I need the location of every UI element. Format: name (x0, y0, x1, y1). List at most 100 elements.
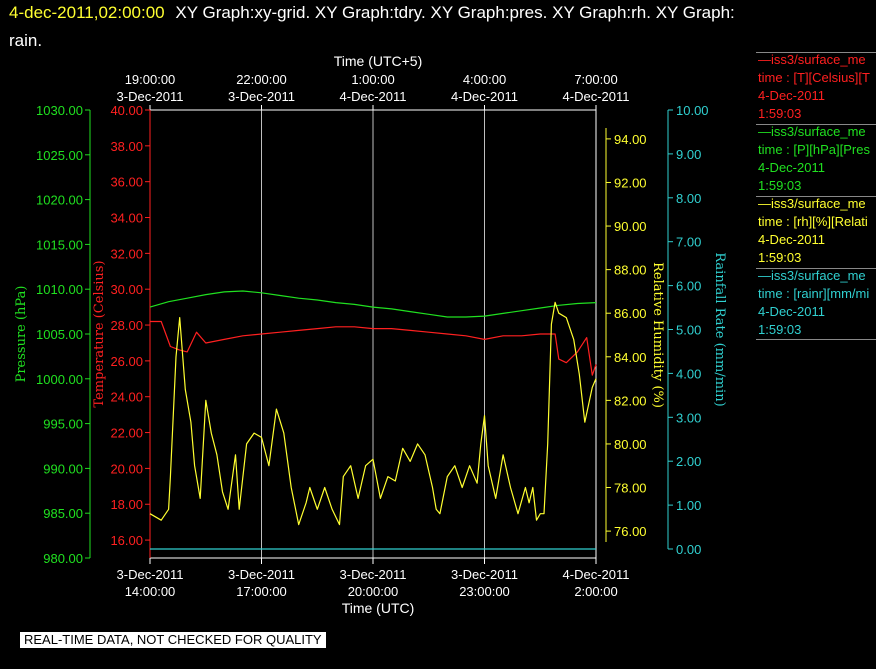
legend-entry-temperature: —iss3/surface_me time : [T][Celsius][T 4… (756, 52, 876, 124)
x-top-tick-label: 3-Dec-2011 (117, 89, 184, 104)
temperature-tick-label: 26.00 (110, 354, 143, 369)
pressure-axis-label: Pressure (hPa) (14, 286, 29, 383)
x-top-tick-label: 7:00:00 (574, 72, 617, 87)
x-tick-label: 20:00:00 (348, 584, 399, 599)
temperature-tick-label: 22.00 (110, 426, 143, 441)
legend-variable: time : [rh][%][Relati (758, 214, 868, 229)
x-tick-label: 14:00:00 (125, 584, 176, 599)
humidity-tick-label: 76.00 (614, 524, 647, 539)
legend-entry-pressure: —iss3/surface_me time : [P][hPa][Pres 4-… (756, 124, 876, 196)
legend-variable: time : [P][hPa][Pres (758, 142, 870, 157)
header-titles: XY Graph:xy-grid. XY Graph:tdry. XY Grap… (175, 3, 735, 22)
quality-notice: REAL-TIME DATA, NOT CHECKED FOR QUALITY (20, 632, 326, 648)
legend-title: iss3/surface_me (771, 268, 866, 283)
pressure-tick-label: 985.00 (43, 506, 83, 521)
x-tick-label: 3-Dec-2011 (340, 567, 407, 582)
x-top-tick-label: 19:00:00 (125, 72, 176, 87)
humidity-tick-label: 88.00 (614, 263, 647, 278)
pressure-tick-label: 980.00 (43, 551, 83, 566)
legend-variable: time : [T][Celsius][T (758, 70, 870, 85)
legend-time: 1:59:03 (758, 250, 802, 265)
rainfall-axis-label: Rainfall Rate (mm/min) (712, 252, 727, 406)
humidity-tick-label: 92.00 (614, 175, 647, 190)
series-line-pressure (149, 290, 597, 318)
legend-time: 1:59:03 (758, 106, 802, 121)
temperature-tick-label: 32.00 (110, 246, 143, 261)
x-tick-label: 23:00:00 (459, 584, 510, 599)
series-line-humidity (149, 301, 597, 526)
rainfall-tick-label: 7.00 (676, 235, 701, 250)
pressure-tick-label: 1010.00 (36, 282, 83, 297)
legend-entry-humidity: —iss3/surface_me time : [rh][%][Relati 4… (756, 196, 876, 268)
rainfall-tick-label: 4.00 (676, 366, 701, 381)
x-tick-label: 3-Dec-2011 (117, 567, 184, 582)
legend-time: 1:59:03 (758, 322, 802, 337)
x-top-tick-label: 4:00:00 (463, 72, 506, 87)
x-top-tick-label: 4-Dec-2011 (451, 89, 518, 104)
legend-time: 1:59:03 (758, 178, 802, 193)
x-tick-label: 2:00:00 (574, 584, 617, 599)
rainfall-tick-label: 6.00 (676, 279, 701, 294)
x-top-tick-label: 22:00:00 (236, 72, 287, 87)
humidity-tick-label: 80.00 (614, 437, 647, 452)
legend-entry-rainfall: —iss3/surface_me time : [rainr][mm/mi 4-… (756, 268, 876, 340)
temperature-tick-label: 30.00 (110, 282, 143, 297)
pressure-tick-label: 1025.00 (36, 148, 83, 163)
x-tick-label: 3-Dec-2011 (228, 567, 295, 582)
series-line-temperature (150, 320, 597, 376)
x-top-tick-label: 3-Dec-2011 (228, 89, 295, 104)
x-axis-label: Time (UTC) (342, 600, 415, 616)
rainfall-tick-label: 9.00 (676, 147, 701, 162)
header-timestamp: 4-dec-2011,02:00:00 (9, 3, 165, 22)
legend-date: 4-Dec-2011 (758, 232, 825, 247)
x-tick-label: 17:00:00 (236, 584, 287, 599)
x-tick-label: 3-Dec-2011 (451, 567, 518, 582)
pressure-tick-label: 990.00 (43, 461, 83, 476)
legend-title: iss3/surface_me (771, 196, 866, 211)
humidity-tick-label: 84.00 (614, 350, 647, 365)
pressure-tick-label: 1005.00 (36, 327, 83, 342)
x-tick-label: 4-Dec-2011 (563, 567, 630, 582)
x-top-tick-label: 1:00:00 (351, 72, 394, 87)
humidity-tick-label: 94.00 (614, 132, 647, 147)
legend-date: 4-Dec-2011 (758, 304, 825, 319)
pressure-tick-label: 995.00 (43, 417, 83, 432)
temperature-tick-label: 40.00 (110, 103, 143, 118)
temperature-tick-label: 38.00 (110, 139, 143, 154)
legend-title: iss3/surface_me (771, 52, 866, 67)
rainfall-tick-label: 3.00 (676, 410, 701, 425)
temperature-axis-label: Temperature (Celsius) (92, 260, 107, 407)
rainfall-tick-label: 1.00 (676, 498, 701, 513)
pressure-tick-label: 1000.00 (36, 372, 83, 387)
rainfall-tick-label: 5.00 (676, 323, 701, 338)
legend-variable: time : [rainr][mm/mi (758, 286, 870, 301)
humidity-tick-label: 82.00 (614, 393, 647, 408)
temperature-tick-label: 34.00 (110, 211, 143, 226)
legend-date: 4-Dec-2011 (758, 160, 825, 175)
humidity-axis-label: Relative Humidity (%) (650, 262, 665, 408)
humidity-tick-label: 90.00 (614, 219, 647, 234)
temperature-tick-label: 20.00 (110, 461, 143, 476)
header-titles-continued: rain. (9, 31, 43, 50)
rainfall-tick-label: 10.00 (676, 103, 709, 118)
temperature-tick-label: 28.00 (110, 318, 143, 333)
x-top-tick-label: 4-Dec-2011 (340, 89, 407, 104)
humidity-tick-label: 86.00 (614, 306, 647, 321)
legend-title: iss3/surface_me (771, 124, 866, 139)
legend-date: 4-Dec-2011 (758, 88, 825, 103)
rainfall-tick-label: 2.00 (676, 454, 701, 469)
temperature-tick-label: 18.00 (110, 497, 143, 512)
rainfall-tick-label: 0.00 (676, 542, 701, 557)
temperature-tick-label: 36.00 (110, 175, 143, 190)
pressure-tick-label: 1020.00 (36, 193, 83, 208)
legend-panel: —iss3/surface_me time : [T][Celsius][T 4… (756, 52, 876, 340)
temperature-tick-label: 16.00 (110, 533, 143, 548)
pressure-tick-label: 1030.00 (36, 103, 83, 118)
x-axis-top-label: Time (UTC+5) (334, 53, 423, 69)
pressure-tick-label: 1015.00 (36, 237, 83, 252)
temperature-tick-label: 24.00 (110, 390, 143, 405)
x-top-tick-label: 4-Dec-2011 (563, 89, 630, 104)
humidity-tick-label: 78.00 (614, 481, 647, 496)
rainfall-tick-label: 8.00 (676, 191, 701, 206)
